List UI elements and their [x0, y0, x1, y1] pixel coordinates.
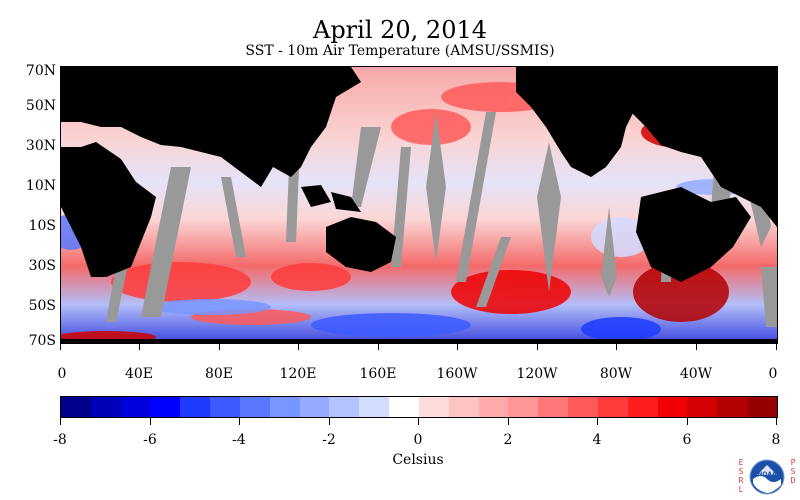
lon-label-80e: 80E	[204, 366, 234, 382]
lon-label-40e: 40E	[124, 366, 154, 382]
colorbar-tick	[687, 417, 688, 425]
colorbar-segment	[478, 397, 509, 417]
colorbar-tick	[60, 417, 61, 425]
lon-tick	[139, 343, 140, 350]
colorbar-segment	[61, 397, 91, 417]
sst-anomaly-map	[60, 66, 778, 344]
colorbar-segment	[120, 397, 151, 417]
colorbar-segment	[597, 397, 628, 417]
lon-tick	[696, 343, 697, 350]
colorbar-label-minus8: -8	[53, 432, 67, 448]
colorbar-segment	[448, 397, 479, 417]
colorbar-segment	[90, 397, 121, 417]
lon-label-80w: 80W	[599, 366, 633, 382]
colorbar-tick	[597, 417, 598, 425]
colorbar-segment	[627, 397, 658, 417]
colorbar-segment	[568, 397, 598, 417]
colorbar-segment	[210, 397, 240, 417]
colorbar-label-6: 6	[682, 432, 692, 448]
map-title: April 20, 2014	[312, 16, 488, 44]
colorbar-segment	[389, 397, 419, 417]
colorbar-label-minus6: -6	[143, 432, 157, 448]
colorbar-label-minus4: -4	[232, 432, 246, 448]
colorbar-tick	[418, 417, 419, 425]
lat-label-70s: 70S	[28, 333, 56, 349]
map-subtitle: SST - 10m Air Temperature (AMSU/SSMIS)	[245, 43, 555, 59]
lon-label-40w: 40W	[679, 366, 713, 382]
south-america-landmass	[636, 187, 751, 282]
lon-label-120w: 120W	[516, 366, 558, 382]
colorbar-tick	[776, 417, 777, 425]
lat-label-30s: 30S	[28, 258, 56, 274]
lat-label-10n: 10N	[25, 178, 56, 194]
colorbar-segment	[359, 397, 390, 417]
lat-label-30n: 30N	[25, 138, 56, 154]
colorbar-segment	[508, 397, 539, 417]
colorbar-segment	[747, 397, 777, 417]
colorbar-segment	[269, 397, 300, 417]
svg-text:NOAA: NOAA	[757, 471, 777, 478]
lat-label-50n: 50N	[25, 98, 56, 114]
colorbar-label-4: 4	[592, 432, 602, 448]
lat-label-70n: 70N	[25, 63, 56, 79]
noaa-logo-icon: NOAA	[749, 459, 785, 495]
lon-tick	[60, 343, 61, 350]
europe-north-africa-landmass	[621, 67, 777, 227]
colorbar-segment	[239, 397, 270, 417]
lon-tick	[457, 343, 458, 350]
lon-label-120e: 120E	[279, 366, 317, 382]
lon-tick	[616, 343, 617, 350]
colorbar-segment	[299, 397, 330, 417]
colorbar-segment	[418, 397, 449, 417]
lon-label-0-east: 0	[768, 366, 778, 382]
colorbar-tick	[150, 417, 151, 425]
colorbar-label-minus2: -2	[322, 432, 336, 448]
antarctica-landmass	[61, 339, 777, 343]
australia-landmass	[326, 217, 396, 272]
colorbar-segment	[180, 397, 211, 417]
colorbar-unit-label: Celsius	[392, 452, 444, 468]
lon-tick	[219, 343, 220, 350]
colorbar-label-0: 0	[413, 432, 423, 448]
lat-label-50s: 50S	[28, 298, 56, 314]
map-canvas	[61, 67, 777, 343]
lon-label-160e: 160E	[359, 366, 397, 382]
lon-tick	[298, 343, 299, 350]
colorbar-tick	[508, 417, 509, 425]
colorbar-tick	[239, 417, 240, 425]
lon-tick	[537, 343, 538, 350]
colorbar-label-2: 2	[503, 432, 513, 448]
colorbar-segment	[538, 397, 569, 417]
lon-label-0: 0	[57, 366, 67, 382]
lat-label-10s: 10S	[28, 218, 56, 234]
asia-landmass	[61, 67, 361, 187]
africa-landmass	[61, 142, 156, 277]
lon-tick	[378, 343, 379, 350]
colorbar-segment	[687, 397, 718, 417]
lon-tick	[776, 343, 777, 350]
colorbar-tick	[329, 417, 330, 425]
lon-label-160w: 160W	[436, 366, 478, 382]
colorbar-segment	[657, 397, 688, 417]
colorbar-segment	[717, 397, 748, 417]
colorbar-segment	[150, 397, 181, 417]
land-masses	[61, 67, 777, 343]
north-america-landmass	[516, 67, 661, 177]
colorbar-label-8: 8	[771, 432, 781, 448]
colorbar-segment	[329, 397, 360, 417]
colorbar	[60, 396, 778, 418]
